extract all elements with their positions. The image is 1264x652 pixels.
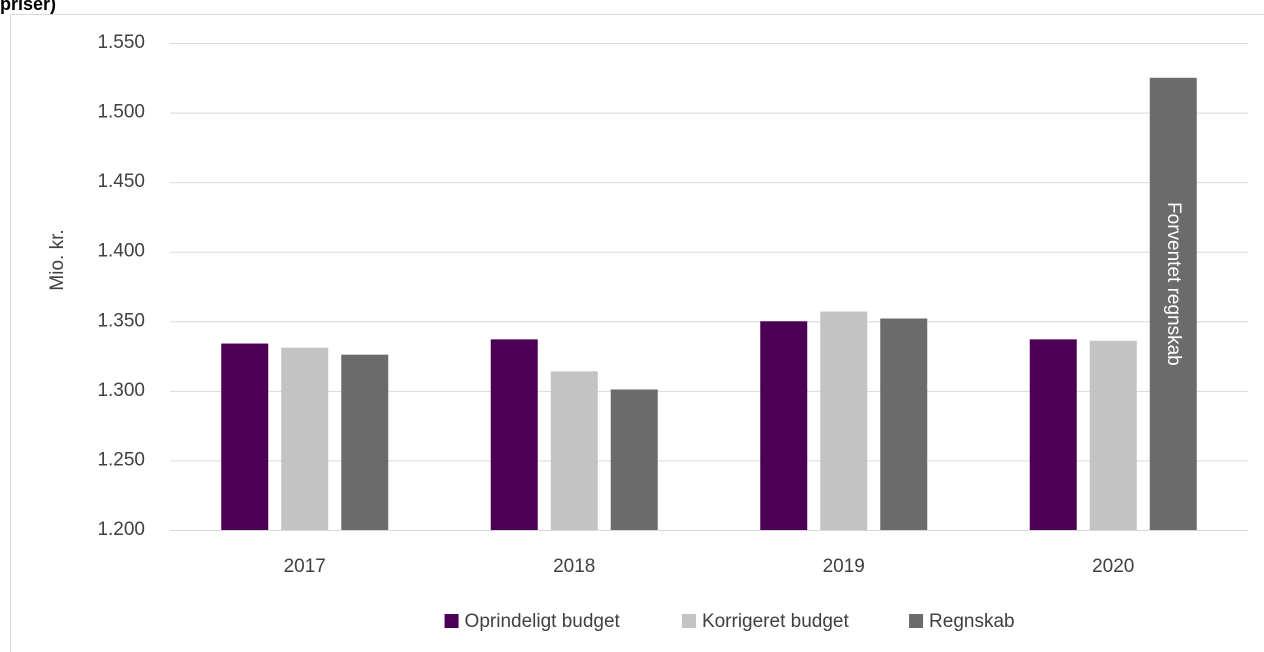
bar [221,343,269,530]
y-tick-label: 1.450 [97,171,145,192]
legend-label: Oprindeligt budget [465,611,621,632]
y-tick-label: 1.250 [97,449,145,470]
y-axis-label: Mio. kr. [47,229,68,290]
bar [490,339,538,530]
y-tick-label: 1.350 [97,310,145,331]
legend-swatch [909,614,924,628]
bar [1149,77,1197,531]
annotation: Forventet regnskab [1163,202,1184,366]
bar [610,389,658,530]
y-tick-label: 1.550 [97,32,145,53]
x-tick-label: 2020 [1092,556,1134,577]
x-tick-label: 2018 [553,556,595,577]
chart-title: priser) [0,0,56,14]
bar [820,311,868,530]
legend-label: Regnskab [929,611,1015,632]
bar [880,318,928,530]
y-tick-label: 1.300 [97,380,145,401]
legend-label: Korrigeret budget [702,611,850,632]
chart-frame [10,14,1264,652]
y-tick-label: 1.400 [97,241,145,262]
x-tick-label: 2017 [284,556,326,577]
bar [281,347,329,530]
bar [1089,340,1137,530]
bar [760,321,808,530]
legend-swatch [681,614,696,628]
x-tick-label: 2019 [823,556,865,577]
bar [341,354,389,530]
bar [1029,339,1077,530]
y-tick-label: 1.500 [97,102,145,123]
legend-swatch [444,614,459,628]
bar [550,371,598,530]
y-tick-label: 1.200 [97,519,145,540]
